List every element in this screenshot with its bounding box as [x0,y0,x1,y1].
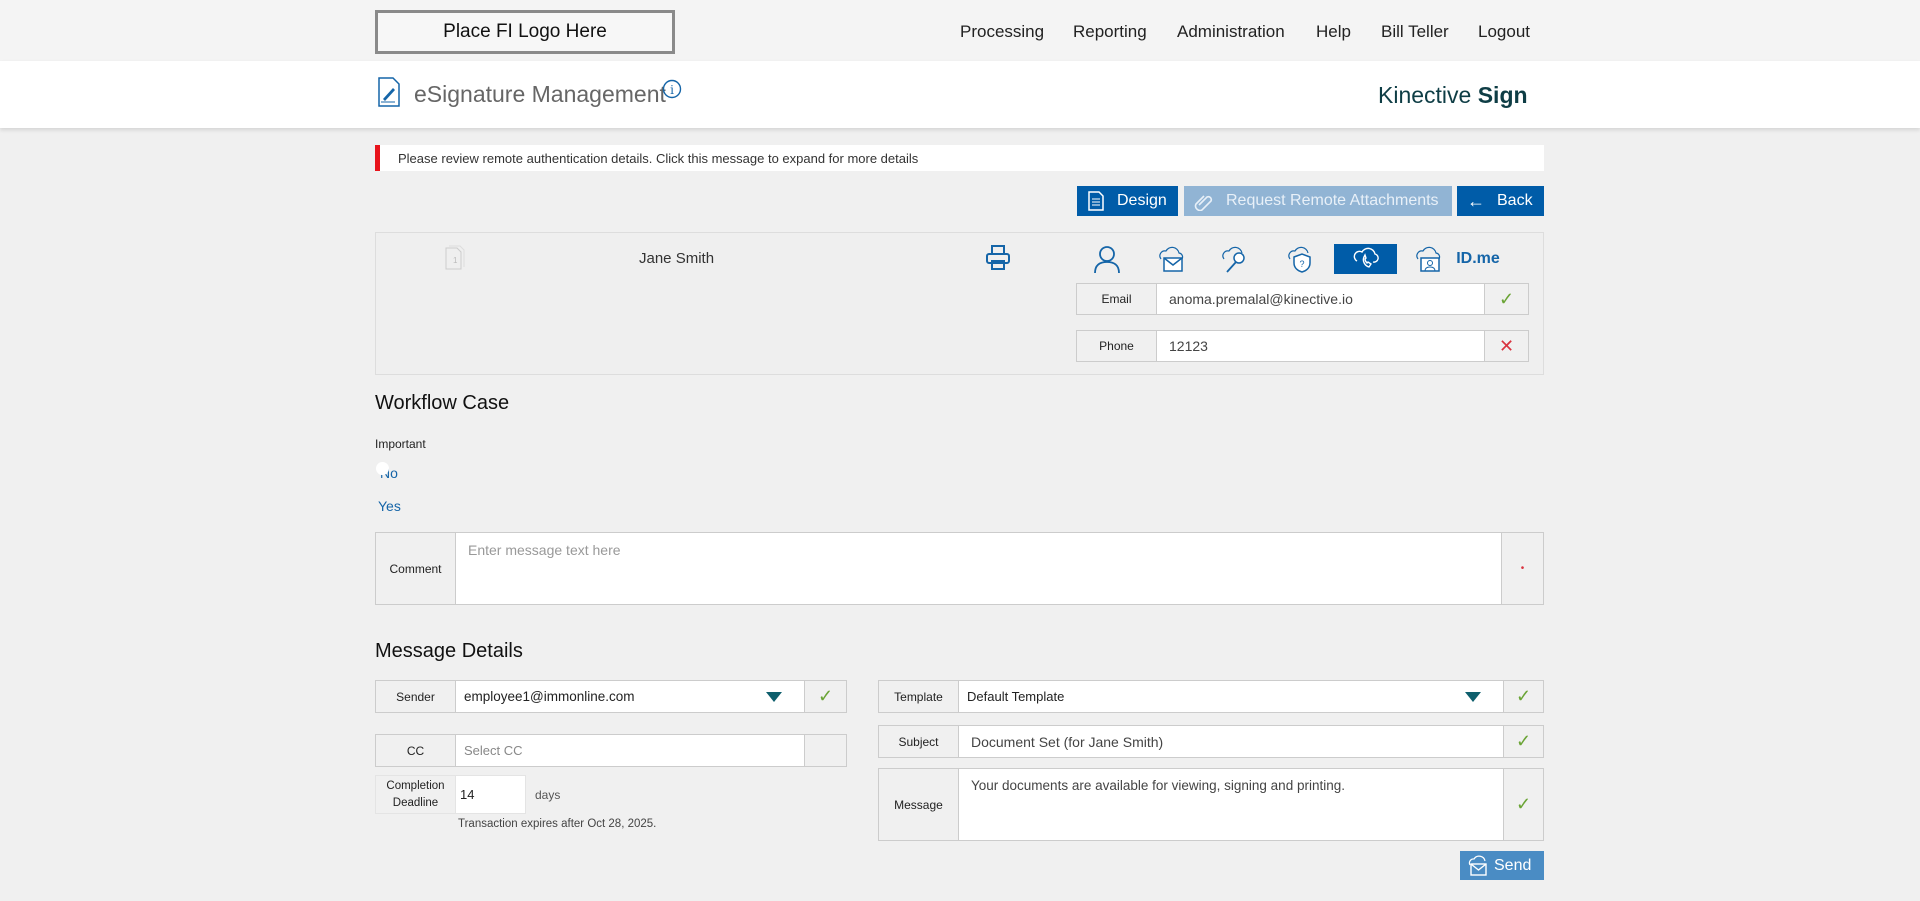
subject-input[interactable]: Document Set (for Jane Smith) [971,733,1164,750]
cloud-email-icon [1468,855,1487,876]
nav-logout[interactable]: Logout [1478,22,1530,41]
deadline-input[interactable]: 14 [460,787,475,802]
subject-row: Subject Document Set (for Jane Smith) ✓ [878,725,1544,758]
check-icon: ✓ [804,681,846,712]
phone-row: Phone 12123 ✕ [1076,330,1529,362]
document-count-icon: 1 [445,245,465,270]
check-icon: ✓ [1503,681,1543,712]
nav-reporting[interactable]: Reporting [1073,22,1147,41]
important-label: Important [375,437,426,451]
page-title: eSignature Management [414,81,666,107]
sender-select[interactable]: employee1@immonline.com [456,681,804,712]
back-button[interactable]: ← Back [1457,186,1544,216]
radio-button-no[interactable] [376,462,389,475]
printer-icon[interactable] [985,244,1011,272]
dropdown-arrow-icon [1465,691,1481,702]
auth-person-icon[interactable] [1087,244,1127,274]
error-x-icon: ✕ [1484,331,1528,361]
expiry-text: Transaction expires after Oct 28, 2025. [458,818,657,830]
message-textarea[interactable]: Your documents are available for viewing… [971,778,1345,793]
sender-label: Sender [376,681,456,712]
subject-label: Subject [879,726,959,757]
send-button[interactable]: Send [1460,851,1544,880]
email-row: Email anoma.premalal@kinective.io ✓ [1076,283,1529,315]
paperclip-icon [1194,195,1213,211]
days-unit: days [535,788,561,802]
nav-help[interactable]: Help [1316,22,1351,41]
arrow-left-icon: ← [1467,190,1485,211]
phone-field[interactable]: 12123 [1169,338,1208,354]
esignature-document-icon [378,77,400,107]
nav-processing[interactable]: Processing [960,22,1045,41]
template-select[interactable]: Default Template [959,681,1503,712]
design-button[interactable]: Design [1077,186,1178,216]
auth-cloud-email-icon[interactable] [1151,244,1191,274]
phone-label: Phone [1077,331,1157,361]
auth-cloud-id-icon[interactable] [1408,244,1448,274]
document-list-icon [1088,191,1104,211]
kinective-sign-logo: Kinective Sign [1378,82,1528,108]
auth-cloud-question-icon[interactable]: ? [1280,244,1320,274]
auth-idme-icon[interactable]: ID.me [1456,250,1500,267]
message-label: Message [879,769,959,840]
sender-row: Sender employee1@immonline.com ✓ [375,680,847,713]
deadline-label: Completion Deadline [376,776,456,813]
logo-text: Place FI Logo Here [443,21,607,42]
auth-cloud-phone-icon[interactable] [1334,244,1397,274]
message-row: Message Your documents are available for… [878,768,1544,841]
nav-administration[interactable]: Administration [1177,22,1285,41]
svg-text:?: ? [1299,259,1304,269]
auth-cloud-key-icon[interactable] [1214,244,1254,274]
signer-name: Jane Smith [639,250,715,267]
nav-user[interactable]: Bill Teller [1381,22,1449,41]
template-row: Template Default Template ✓ [878,680,1544,713]
comment-row: Comment Enter message text here • [375,532,1544,605]
comment-textarea[interactable]: Enter message text here [468,542,621,558]
check-icon: ✓ [1484,284,1528,314]
radio-option-yes[interactable]: Yes [378,498,401,514]
check-icon: ✓ [1503,726,1543,757]
required-indicator: • [1501,533,1543,604]
cc-select[interactable]: Select CC [464,743,523,758]
template-label: Template [879,681,959,712]
info-icon[interactable]: i [662,79,682,99]
workflow-case-heading: Workflow Case [375,392,510,414]
deadline-row: Completion Deadline 14 [375,775,526,814]
request-remote-attachments-button[interactable]: Request Remote Attachments [1184,186,1452,216]
cc-status [804,735,846,766]
comment-label: Comment [376,533,456,604]
cc-row: CC Select CC [375,734,847,767]
check-icon: ✓ [1503,769,1543,840]
fi-logo-placeholder: Place FI Logo Here [375,10,675,54]
email-label: Email [1077,284,1157,314]
email-field[interactable]: anoma.premalal@kinective.io [1169,291,1353,307]
svg-text:i: i [670,83,674,97]
svg-text:1: 1 [453,256,458,265]
dropdown-arrow-icon [766,691,782,702]
cc-label: CC [376,735,456,766]
auth-alert-message[interactable]: Please review remote authentication deta… [375,145,1544,171]
top-bar [0,0,1920,61]
message-details-heading: Message Details [375,640,523,662]
page-header [0,61,1920,128]
